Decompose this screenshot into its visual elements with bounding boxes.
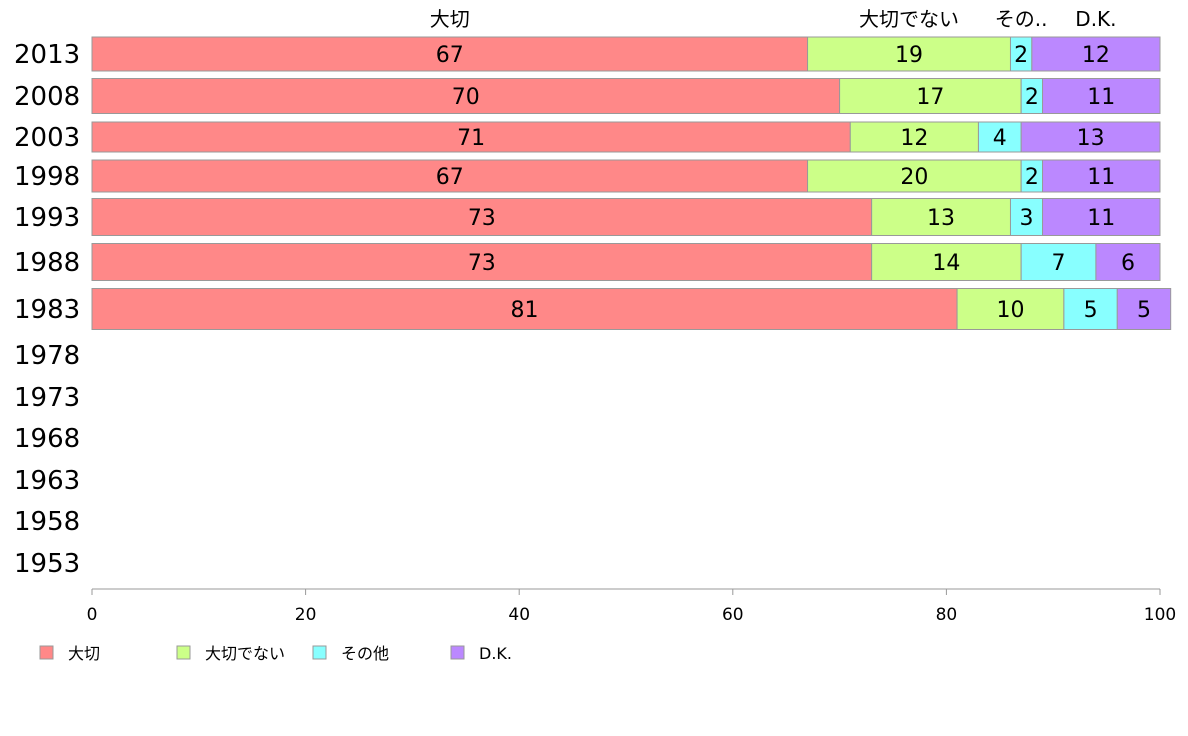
x-tick-label-20: 20 [295, 605, 317, 625]
x-tick-label-100: 100 [1144, 605, 1176, 625]
legend-label-0: 大切 [68, 644, 100, 663]
x-tick-label-40: 40 [508, 605, 530, 625]
series-header-1: 大切でない [859, 7, 959, 31]
legend-label-1: 大切でない [205, 644, 285, 663]
bar-label-1988-series-1: 14 [932, 251, 960, 276]
bar-label-1993-series-0: 73 [468, 206, 496, 231]
year-label-2008: 2008 [14, 82, 80, 112]
x-tick-label-0: 0 [87, 605, 98, 625]
legend-swatch-0 [39, 645, 54, 660]
bar-2003-series-1 [849, 121, 979, 153]
bar-label-2013-series-2: 2 [1014, 43, 1028, 68]
legend: 大切 大切でない その他 D.K. [39, 644, 512, 663]
legend-label-2: その他 [341, 644, 389, 663]
bar-label-2008-series-2: 2 [1025, 85, 1039, 110]
year-label-1998: 1998 [14, 162, 80, 192]
series-header-0: 大切 [430, 7, 470, 31]
x-axis: 0 20 40 60 80 100 [87, 588, 1176, 625]
x-tick-label-60: 60 [722, 605, 744, 625]
bar-1983-series-2 [1063, 288, 1118, 330]
bar-1983-series-1 [956, 288, 1065, 330]
bar-1993-series-1 [871, 198, 1011, 236]
bar-1998-series-3 [1042, 159, 1161, 193]
legend-swatch-1 [176, 645, 191, 660]
bar-label-1983-series-0: 81 [511, 298, 539, 323]
legend-swatch-3 [450, 645, 465, 660]
bar-label-1988-series-3: 6 [1121, 251, 1135, 276]
bar-1988-series-1 [871, 243, 1022, 281]
bar-label-2008-series-1: 17 [916, 85, 944, 110]
bar-1988-series-3 [1095, 243, 1161, 281]
x-tick-label-80: 80 [936, 605, 958, 625]
year-label-1983: 1983 [14, 295, 80, 325]
bar-1993-series-2 [1009, 198, 1044, 236]
year-label-1968: 1968 [14, 424, 80, 454]
bar-label-1998-series-3: 11 [1087, 165, 1115, 190]
bar-2013-series-3 [1031, 36, 1161, 72]
bar-label-2003-series-2: 4 [993, 126, 1007, 151]
bar-label-1983-series-3: 5 [1137, 298, 1151, 323]
bar-label-1983-series-1: 10 [996, 298, 1024, 323]
bar-label-1998-series-2: 2 [1025, 165, 1039, 190]
bar-label-1983-series-2: 5 [1084, 298, 1098, 323]
year-label-1973: 1973 [14, 383, 80, 413]
bar-2008-series-3 [1042, 78, 1161, 114]
legend-label-3: D.K. [479, 644, 512, 663]
bar-1993-series-0 [91, 198, 873, 236]
bar-label-1998-series-1: 20 [900, 165, 928, 190]
bar-2003-series-0 [91, 121, 851, 153]
year-label-1978: 1978 [14, 341, 80, 371]
year-label-1993: 1993 [14, 203, 80, 233]
bar-label-2008-series-0: 70 [452, 85, 480, 110]
bar-label-1998-series-0: 67 [436, 165, 464, 190]
year-label-1958: 1958 [14, 507, 80, 537]
bar-label-2013-series-1: 19 [895, 43, 923, 68]
year-label-2003: 2003 [14, 123, 80, 153]
legend-swatch-2 [312, 645, 327, 660]
year-labels: 2013 2008 2003 1998 1993 1988 1983 1978 1973 1968… [14, 40, 80, 579]
series-header-labels: 大切 大切でない その.. D.K. [430, 7, 1117, 31]
bar-label-1988-series-2: 7 [1052, 251, 1066, 276]
bar-label-1993-series-1: 13 [927, 206, 955, 231]
bar-label-2003-series-3: 13 [1077, 126, 1105, 151]
bar-label-2003-series-1: 12 [900, 126, 928, 151]
bar-label-2013-series-0: 67 [436, 43, 464, 68]
year-label-2013: 2013 [14, 40, 80, 70]
bar-1988-series-0 [91, 243, 873, 281]
year-label-1963: 1963 [14, 466, 80, 496]
series-header-2: その.. [995, 7, 1048, 31]
bars: 67 19 2 12 70 17 2 11 71 12 4 13 67 20 2 11 73 13 3 11 73 14 7… [91, 36, 1172, 330]
bar-1998-series-1 [807, 159, 1022, 193]
bar-1998-series-0 [91, 159, 809, 193]
year-label-1988: 1988 [14, 248, 80, 278]
bar-label-2013-series-3: 12 [1082, 43, 1110, 68]
bar-2008-series-0 [91, 78, 841, 114]
bar-1983-series-3 [1116, 288, 1172, 330]
bar-2003-series-3 [1020, 121, 1161, 153]
bar-label-2008-series-3: 11 [1087, 85, 1115, 110]
year-label-1953: 1953 [14, 549, 80, 579]
bar-label-1993-series-2: 3 [1020, 206, 1034, 231]
series-header-3: D.K. [1075, 7, 1116, 31]
bar-2008-series-1 [839, 78, 1022, 114]
bar-2013-series-1 [807, 36, 1011, 72]
bar-1983-series-0 [91, 288, 958, 330]
bar-2013-series-0 [91, 36, 809, 72]
bar-1993-series-3 [1042, 198, 1161, 236]
bar-label-1988-series-0: 73 [468, 251, 496, 276]
bar-label-2003-series-0: 71 [457, 126, 485, 151]
bar-2003-series-2 [977, 121, 1022, 153]
bar-label-1993-series-3: 11 [1087, 206, 1115, 231]
